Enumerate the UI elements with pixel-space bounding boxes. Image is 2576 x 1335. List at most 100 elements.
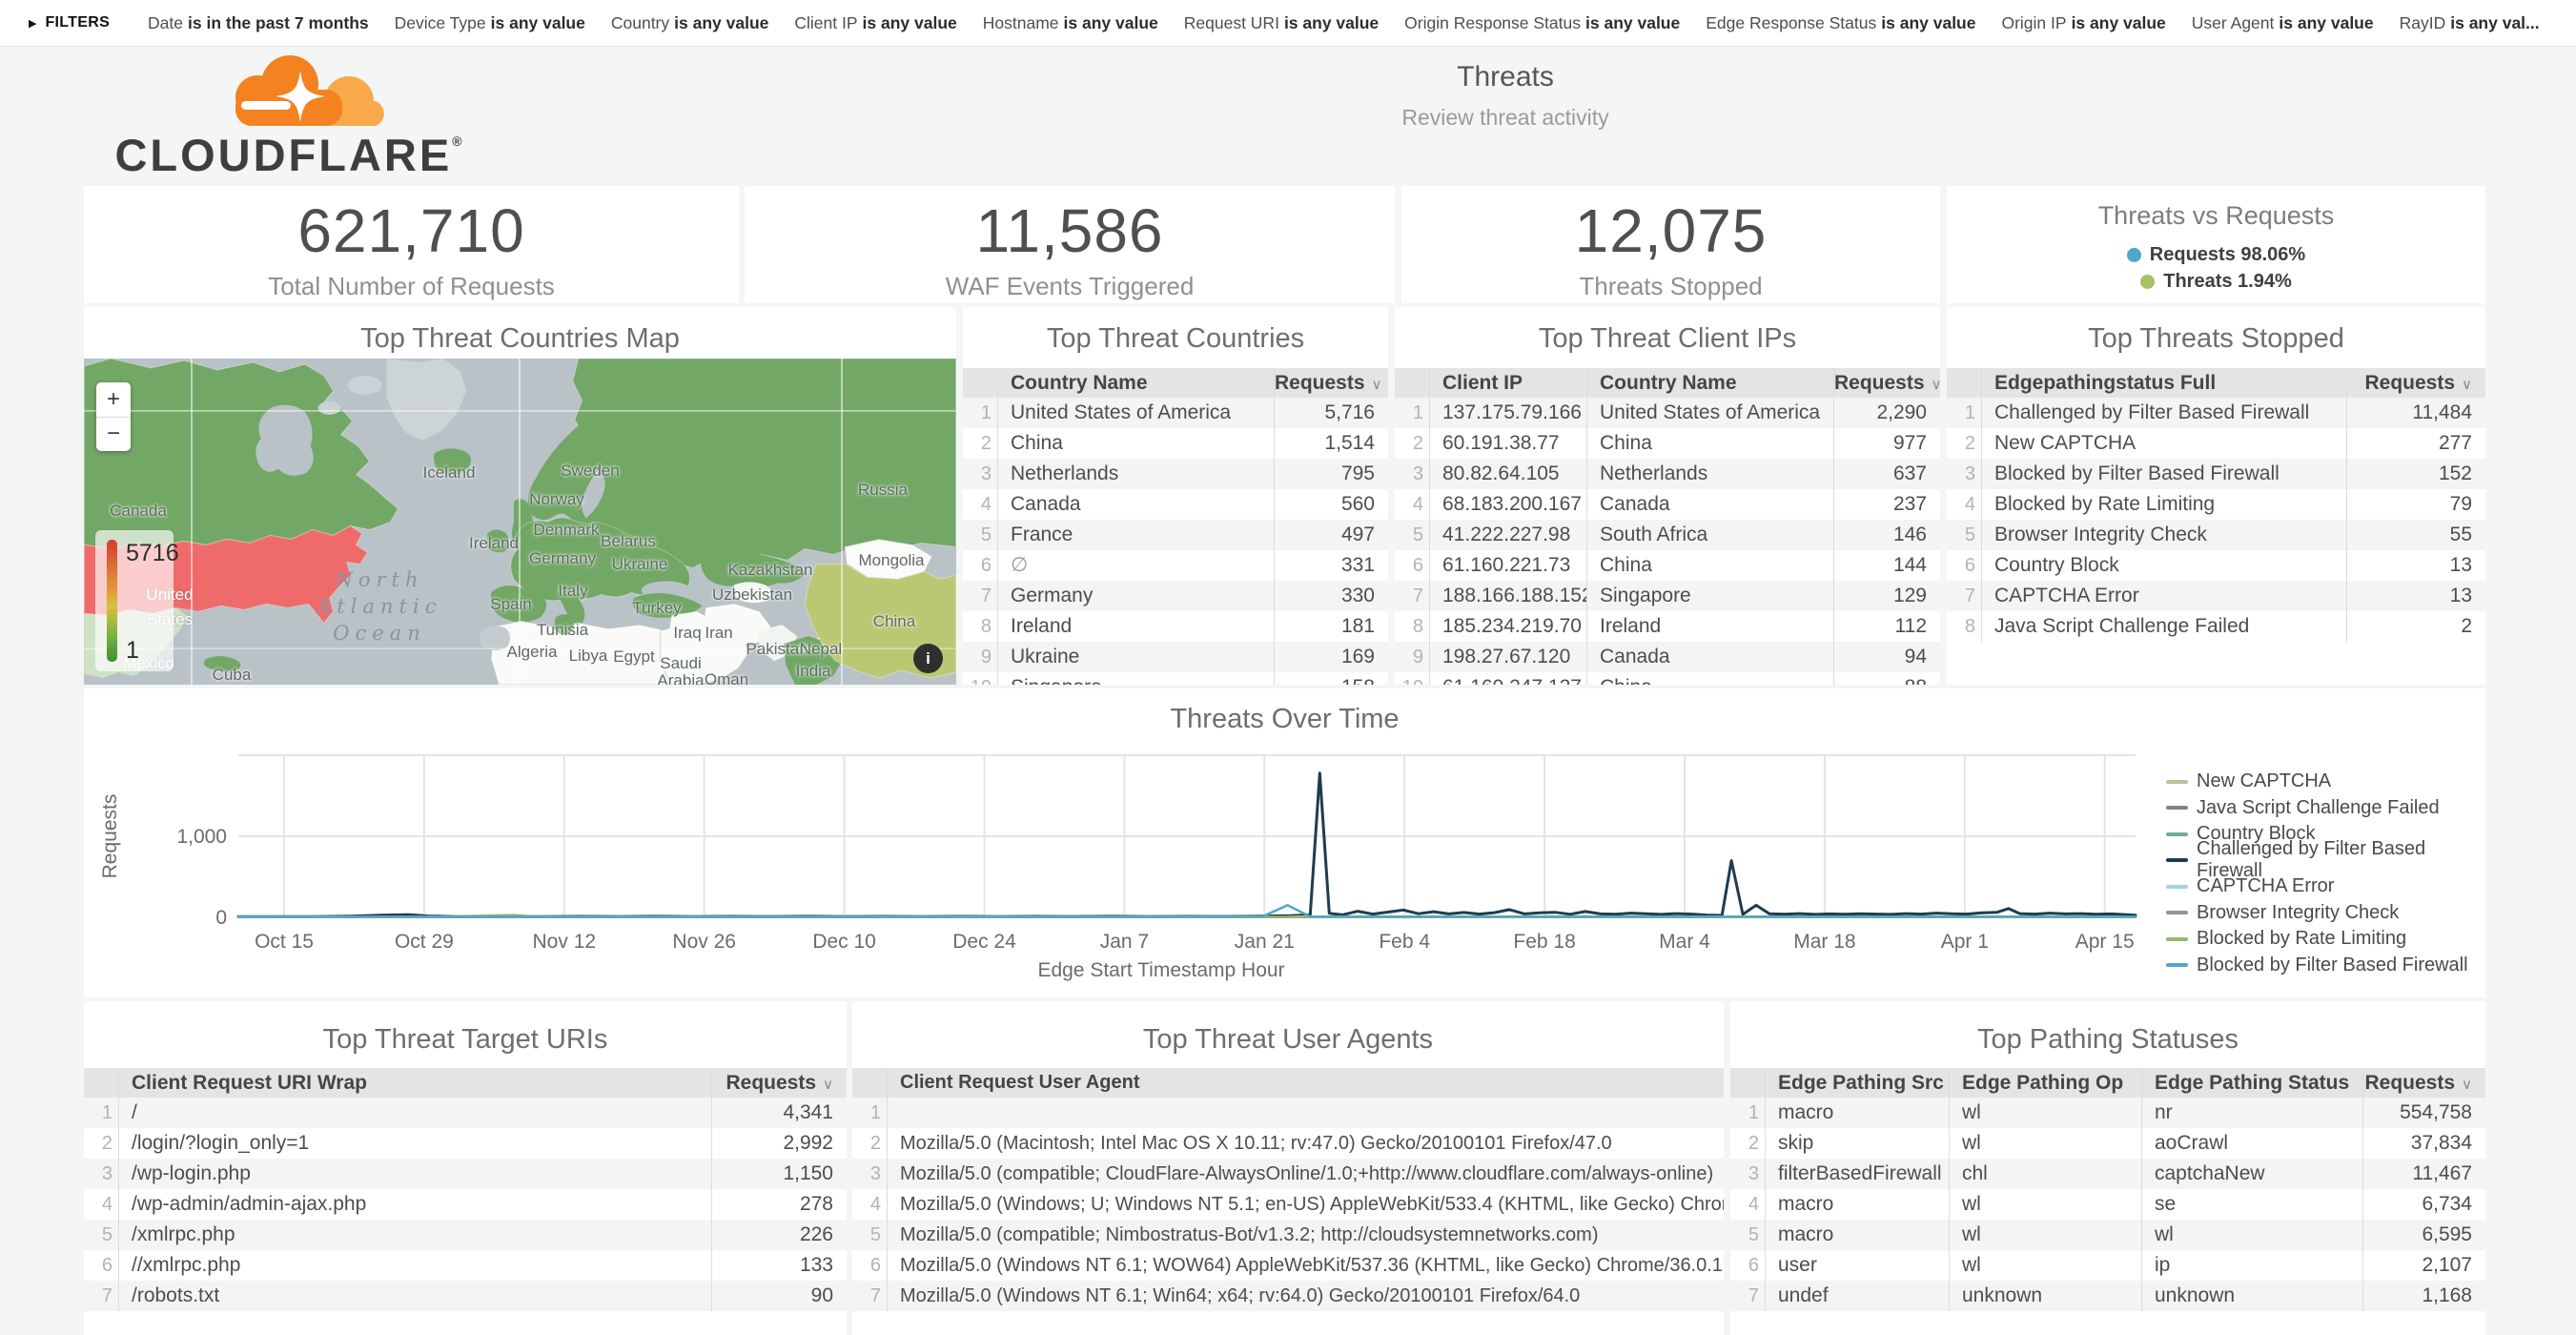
svg-text:Oct 15: Oct 15: [255, 931, 314, 953]
table-row: 2 60.191.38.77 China 977: [1395, 428, 1940, 459]
filter-request-uri[interactable]: Request URI is any value: [1183, 12, 1380, 32]
table-row: 1 /4,341: [84, 1098, 847, 1128]
top-threats-stopped-table: Edgepathingstatus Full Requests ∨ 1 Challeng…: [1947, 368, 2485, 642]
legend-item-requests: Requests 98.06%: [2126, 244, 2305, 266]
table-row: 1 Challenged by Filter Based Firewall 11,4…: [1947, 398, 2485, 428]
chart-legend-item: CAPTCHA Error: [2166, 873, 2485, 900]
filter-user-agent[interactable]: User Agent is any value: [2191, 12, 2374, 32]
legend-swatch-icon: [2166, 884, 2188, 889]
caret-right-icon: ▶: [29, 17, 37, 30]
cell: aoCrawl: [2141, 1128, 2362, 1159]
cell: 554,758: [2362, 1098, 2485, 1128]
row-rank: 2: [101, 1133, 112, 1154]
cell: user: [1765, 1250, 1949, 1281]
cell: 6,595: [2362, 1220, 2485, 1250]
cell: chl: [1949, 1159, 2141, 1189]
table-row: 1061.160.247.127China88: [1395, 672, 1940, 685]
cell: Country Block: [1981, 550, 2346, 581]
stat-label: WAF Events Triggered: [945, 272, 1195, 300]
column-header-requests[interactable]: Requests∨: [2346, 368, 2485, 398]
panel-title: Top Threat Client IPs: [1538, 323, 1797, 354]
filter-origin-response-status[interactable]: Origin Response Status is any value: [1404, 12, 1681, 32]
stat-card-waf-events: 11,586 WAF Events Triggered: [745, 186, 1395, 303]
row-rank: 2: [869, 1133, 881, 1154]
stat-value: 11,586: [975, 196, 1164, 265]
filters-label: FILTERS: [45, 14, 111, 31]
filter-device-type[interactable]: Device Type is any value: [394, 12, 585, 32]
row-rank: 1: [869, 1102, 881, 1123]
page-title: Threats: [1457, 61, 1554, 92]
table-row: 7 CAPTCHA Error 13: [1947, 581, 2485, 611]
row-rank: 10: [963, 672, 997, 685]
filter-hostname[interactable]: Hostname is any value: [982, 12, 1158, 32]
threats-vs-requests-title: Threats vs Requests: [2097, 201, 2335, 230]
column-header-rank: [1395, 368, 1429, 398]
table-row: 1: [852, 1098, 1724, 1128]
filter-rayid[interactable]: RayID is any val...: [2399, 12, 2540, 32]
cell: China: [997, 428, 1274, 459]
world-map[interactable]: NorthAtlanticOceanCanadaUnitedStatesMexi…: [84, 359, 956, 685]
column-header-rank: [1730, 1068, 1765, 1098]
filters-toggle[interactable]: ▶ FILTERS: [29, 14, 110, 31]
column-header-requests[interactable]: Requests∨: [2362, 1068, 2485, 1098]
filter-edge-response-status[interactable]: Edge Response Status is any value: [1706, 12, 1976, 32]
cell: 237: [1833, 489, 1940, 520]
country-label: Arabia: [657, 671, 705, 685]
filter-date[interactable]: Date is in the past 7 months: [148, 12, 369, 32]
country-label: Turkey: [632, 599, 682, 617]
cell: 11,467: [2362, 1159, 2485, 1189]
row-rank: 6: [1748, 1255, 1759, 1276]
chart-legend-item: Browser Integrity Check: [2166, 900, 2485, 927]
cell: wl: [1949, 1250, 2141, 1281]
cell: 94: [1833, 642, 1940, 672]
stat-label: Total Number of Requests: [268, 272, 555, 300]
cell: 795: [1274, 459, 1388, 489]
row-rank: 6: [101, 1255, 112, 1276]
table-row: 5/xmlrpc.php 226: [84, 1220, 847, 1250]
country-label: Kazakhstan: [727, 561, 813, 579]
filter-items: Date is in the past 7 months Device Type is…: [148, 13, 2566, 33]
cell: 277: [2346, 428, 2485, 459]
cell: /robots.txt: [118, 1281, 711, 1311]
info-icon[interactable]: i: [913, 644, 943, 673]
cell: 637: [1833, 459, 1940, 489]
cell: 13: [2346, 581, 2485, 611]
cell: 90: [711, 1281, 847, 1311]
legend-min-value: 1: [126, 637, 139, 664]
country-label: Norway: [529, 490, 584, 508]
cell: /wp-login.php: [118, 1159, 711, 1189]
table-row: 4 Mozilla/5.0 (Windows; U; Windows NT 5.1…: [852, 1189, 1724, 1220]
table-row: 8 185.234.219.70 Ireland 112: [1395, 611, 1940, 642]
filter-country[interactable]: Country is any value: [610, 12, 769, 32]
row-rank: 2: [1412, 433, 1423, 454]
country-label: Iran: [705, 624, 733, 642]
country-label: China: [872, 612, 916, 630]
cell: captchaNew: [2141, 1159, 2362, 1189]
cell: 278: [711, 1189, 847, 1220]
zoom-in-button[interactable]: +: [96, 382, 131, 418]
filter-origin-ip[interactable]: Origin IP is any value: [2001, 12, 2166, 32]
zoom-out-button[interactable]: −: [106, 421, 120, 447]
column-header-requests[interactable]: Requests∨: [1274, 368, 1388, 398]
table-row: 8 Ireland 181: [963, 611, 1388, 642]
chart-legend-item: Country Block: [2166, 821, 2485, 848]
cell: 60.191.38.77: [1429, 428, 1586, 459]
table-row: 7 188.166.188.152 Singapore 129: [1395, 581, 1940, 611]
filter-client-ip[interactable]: Client IP is any value: [794, 12, 957, 32]
cell: 1,150: [711, 1159, 847, 1189]
column-header-rank: [1947, 368, 1981, 398]
table-row: 8 Java Script Challenge Failed 2: [1947, 611, 2485, 642]
chart-legend-item: Challenged by Filter Based Firewall: [2166, 838, 2485, 881]
table-row: 7/robots.txt 90: [84, 1281, 847, 1311]
cell: Mozilla/5.0 (Windows NT 6.1; WOW64) Appl…: [887, 1250, 1724, 1281]
column-header-requests[interactable]: Requests∨: [711, 1068, 847, 1098]
table-row: 4 macro wl se 6,734: [1730, 1189, 2485, 1220]
stat-card-total-requests: 621,710 Total Number of Requests: [84, 186, 739, 303]
column-header-requests[interactable]: Requests∨: [1833, 368, 1940, 398]
cell: Canada: [1586, 489, 1833, 520]
table-row: 3 Blocked by Filter Based Firewall 152: [1947, 459, 2485, 489]
table-row: 5 macro wl wl 6,595: [1730, 1220, 2485, 1250]
cell: 55: [2346, 520, 2485, 550]
legend-max-value: 5716: [126, 540, 179, 566]
